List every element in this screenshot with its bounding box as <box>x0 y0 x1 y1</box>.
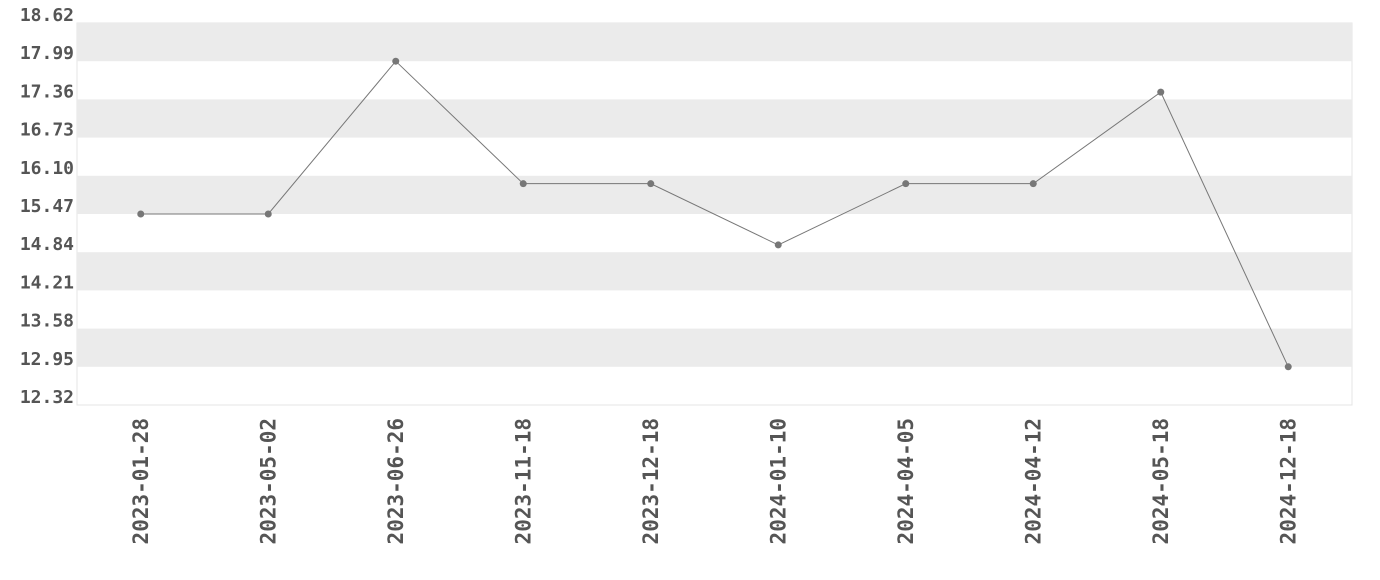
x-tick-label: 2024-12-18 <box>1276 418 1300 544</box>
point <box>519 180 527 188</box>
x-tick-label: 2023-11-18 <box>511 418 535 544</box>
line <box>140 60 1289 368</box>
x-tick-label: 2024-04-12 <box>1021 418 1045 544</box>
y-tick-label: 12.95 <box>20 349 74 370</box>
y-tick-label: 17.36 <box>20 81 74 102</box>
y-tick-label: 14.21 <box>20 272 74 293</box>
x-tick-label: 2024-01-10 <box>766 418 790 544</box>
point <box>647 180 655 188</box>
point <box>1029 180 1037 188</box>
y-tick-label: 12.32 <box>20 387 74 408</box>
grid-band <box>77 252 1352 291</box>
point <box>1284 363 1292 371</box>
x-tick-label: 2024-05-18 <box>1149 418 1173 544</box>
grid-band <box>77 23 1352 62</box>
point <box>1157 88 1165 96</box>
y-tick-label: 16.10 <box>20 158 74 179</box>
grid-band <box>77 99 1352 138</box>
y-tick-label: 17.99 <box>20 43 74 64</box>
point <box>392 57 400 65</box>
point <box>137 210 145 218</box>
grid-band <box>77 328 1352 367</box>
x-tick-label: 2023-12-18 <box>639 418 663 544</box>
y-tick-label: 14.84 <box>20 234 74 255</box>
y-tick-label: 16.73 <box>20 120 74 141</box>
point <box>264 210 272 218</box>
y-tick-label: 13.58 <box>20 311 74 332</box>
y-tick-label: 15.47 <box>20 196 74 217</box>
grid-band <box>77 175 1352 214</box>
y-tick-label: 18.62 <box>20 5 74 26</box>
x-tick-label: 2023-05-02 <box>256 418 280 544</box>
x-tick-label: 2024-04-05 <box>894 418 918 544</box>
x-tick-label: 2023-06-26 <box>384 418 408 544</box>
point <box>902 180 910 188</box>
point <box>774 241 782 249</box>
x-tick-label: 2023-01-28 <box>129 418 153 544</box>
